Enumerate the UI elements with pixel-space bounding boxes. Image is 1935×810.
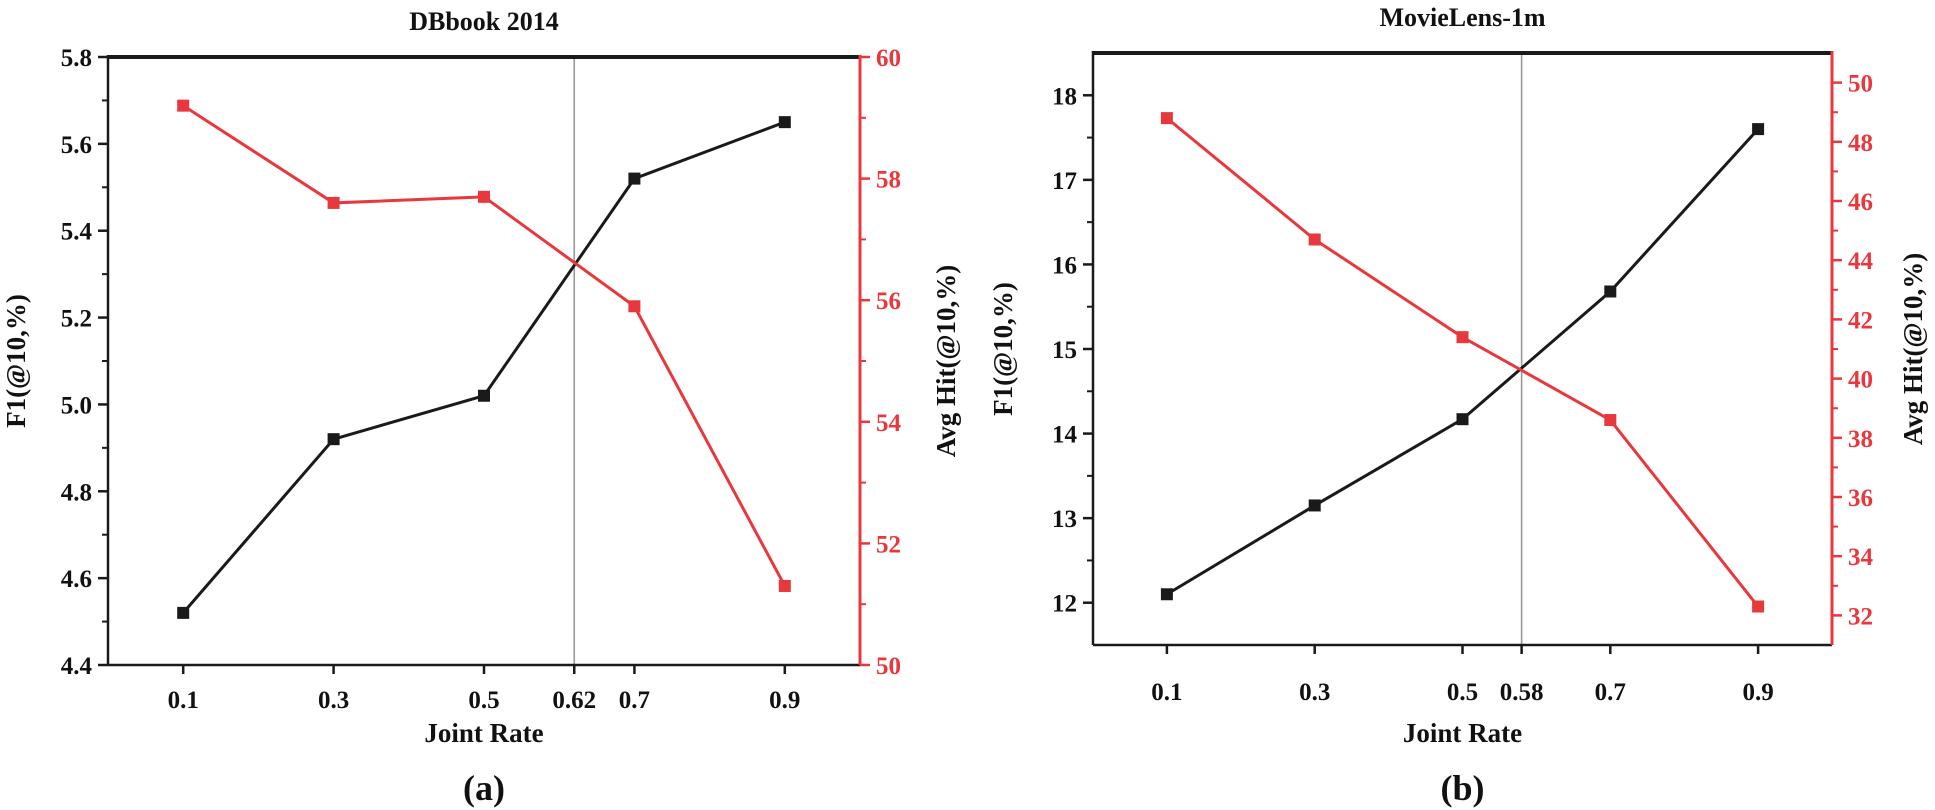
- x-tick-label: 0.5: [1447, 679, 1478, 706]
- x-tick-label: 0.9: [1742, 679, 1773, 706]
- x-tick-label: 0.3: [1299, 679, 1330, 706]
- y-right-tick-label: 38: [1848, 426, 1873, 453]
- y-right-tick-label: 44: [1848, 248, 1874, 275]
- y-right-tick-label: 32: [1848, 603, 1873, 630]
- y-left-axis-label: F1(@10,%): [988, 282, 1018, 416]
- y-right-tick-label: 52: [876, 531, 901, 558]
- y-right-tick-label: 56: [876, 288, 901, 315]
- data-point-left: [1456, 413, 1469, 426]
- series-line-right: [1165, 116, 1760, 608]
- y-left-tick-label: 5.4: [61, 219, 93, 246]
- data-point-right: [1160, 112, 1173, 125]
- data-point-left: [1308, 499, 1321, 512]
- y-right-tick-label: 50: [876, 653, 901, 680]
- x-tick-label: 0.5: [468, 687, 499, 714]
- chart-title: DBbook 2014: [409, 7, 559, 36]
- y-left-tick-label: 5.0: [61, 392, 92, 419]
- y-right-tick-label: 34: [1848, 544, 1874, 571]
- y-right-axis-label: Avg Hit(@10,%): [931, 265, 961, 458]
- data-point-left: [778, 116, 791, 129]
- data-point-right: [1604, 414, 1617, 427]
- data-point-left: [478, 389, 490, 402]
- x-tick-label: 0.1: [168, 687, 199, 714]
- data-point-left: [1752, 123, 1765, 136]
- x-axis-label: Joint Rate: [424, 718, 543, 748]
- y-left-tick-label: 5.2: [61, 306, 92, 333]
- y-left-tick-label: 17: [1052, 168, 1077, 195]
- y-left-tick-label: 4.8: [61, 479, 92, 506]
- panel-label: (b): [1441, 768, 1485, 808]
- data-point-left: [1160, 588, 1173, 601]
- x-tick-label: 0.7: [619, 687, 650, 714]
- y-right-tick-label: 50: [1848, 71, 1873, 98]
- y-right-tick-label: 40: [1848, 367, 1873, 394]
- panel-label: (a): [463, 768, 505, 808]
- y-right-tick-label: 36: [1848, 485, 1873, 512]
- y-right-tick-label: 46: [1848, 189, 1873, 216]
- y-left-tick-label: 13: [1052, 506, 1077, 533]
- data-point-right: [1752, 600, 1765, 613]
- data-point-right: [628, 300, 641, 313]
- data-point-right: [327, 196, 340, 209]
- y-left-tick-label: 4.6: [61, 566, 92, 593]
- chart-panel-b: 0.1 0.3 0.5 0.58 0.7 0.9 12 13 14 15 16 17 18 32 34 36 3…: [988, 3, 1928, 808]
- data-point-right: [1456, 331, 1469, 344]
- data-point-right: [177, 99, 190, 112]
- x-tick-label: 0.62: [552, 687, 596, 714]
- data-point-right: [1308, 233, 1321, 246]
- data-point-left: [177, 606, 190, 619]
- x-axis-label: Joint Rate: [1403, 718, 1522, 748]
- x-tick-label: 0.1: [1151, 679, 1182, 706]
- y-left-tick-label: 12: [1052, 591, 1077, 618]
- y-right-tick-label: 48: [1848, 130, 1873, 157]
- data-point-left: [628, 172, 641, 185]
- y-left-tick-label: 16: [1052, 252, 1077, 279]
- series-line-right: [182, 104, 787, 587]
- data-point-right: [478, 190, 490, 203]
- data-point-left: [1604, 285, 1617, 298]
- y-left-tick-label: 18: [1052, 83, 1077, 110]
- y-left-tick-label: 4.4: [61, 653, 93, 680]
- y-right-tick-label: 42: [1848, 307, 1873, 334]
- y-left-tick-label: 5.6: [61, 132, 92, 159]
- chart-panel-a: 0.1 0.3 0.5 0.62 0.7 0.9 4.4 4.6 4.8 5.0 5.2 5.4 5.6…: [1, 7, 961, 808]
- data-point-left: [327, 433, 340, 446]
- x-tick-label: 0.3: [318, 687, 349, 714]
- y-left-tick-label: 5.8: [61, 45, 92, 72]
- y-right-tick-label: 54: [876, 410, 902, 437]
- chart-title: MovieLens-1m: [1379, 3, 1545, 32]
- x-tick-label: 0.58: [1500, 679, 1544, 706]
- y-left-tick-label: 14: [1052, 422, 1078, 449]
- y-right-axis-label: Avg Hit(@10,%): [1898, 253, 1928, 446]
- y-right-tick-label: 60: [876, 45, 901, 72]
- x-tick-label: 0.7: [1595, 679, 1626, 706]
- y-right-tick-label: 58: [876, 167, 901, 194]
- y-left-tick-label: 15: [1052, 337, 1077, 364]
- data-point-right: [778, 579, 791, 592]
- y-left-axis-label: F1(@10,%): [1, 294, 31, 428]
- series-line-left: [1166, 128, 1760, 596]
- x-tick-label: 0.9: [769, 687, 800, 714]
